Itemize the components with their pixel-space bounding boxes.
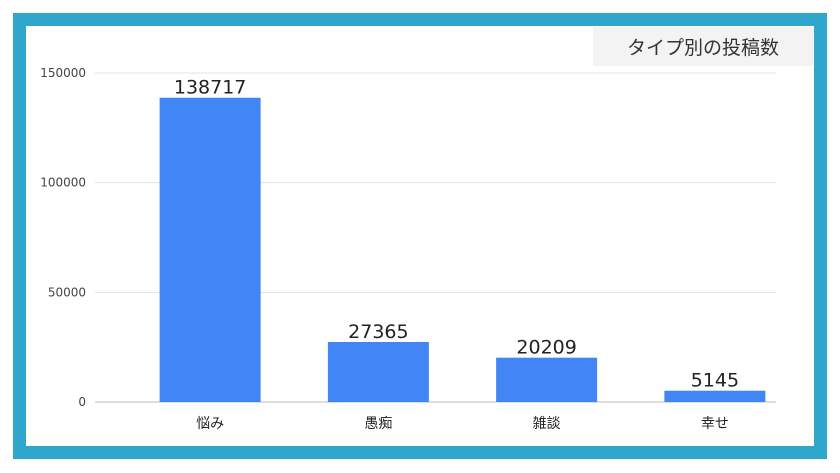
data-label: 27365 — [348, 321, 408, 343]
x-tick-label: 悩み — [196, 416, 224, 432]
bar — [159, 97, 261, 403]
x-tick-label: 愚痴 — [364, 416, 392, 432]
x-tick-label: 雑談 — [533, 416, 561, 432]
y-tick-label: 100000 — [40, 176, 86, 190]
x-tick-label: 幸せ — [701, 416, 729, 432]
data-label: 20209 — [516, 337, 576, 359]
bar — [664, 390, 766, 402]
y-tick-label: 50000 — [48, 285, 86, 299]
y-tick-label: 150000 — [40, 66, 86, 80]
data-label: 138717 — [174, 77, 247, 99]
chart-title: タイプ別の投稿数 — [593, 27, 813, 66]
y-tick-label: 0 — [78, 395, 86, 409]
bar — [496, 357, 598, 402]
bar — [327, 341, 429, 402]
data-label: 5145 — [691, 370, 739, 392]
